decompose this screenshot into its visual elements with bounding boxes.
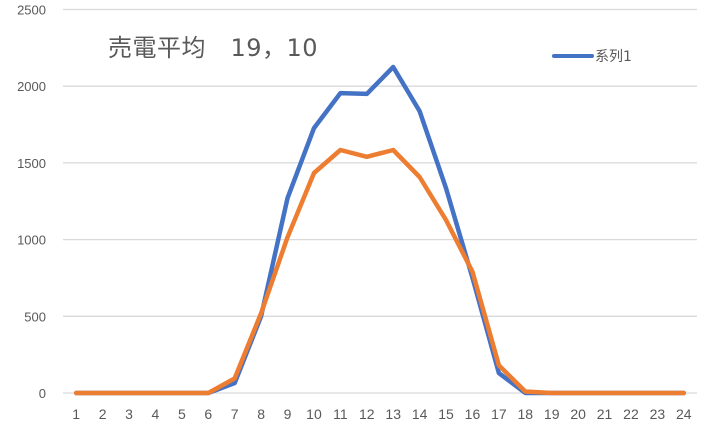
- x-tick-label: 20: [570, 406, 586, 422]
- x-tick-label: 1: [72, 406, 80, 422]
- x-tick-label: 23: [650, 406, 666, 422]
- x-tick-label: 5: [178, 406, 186, 422]
- legend-label-series-1: 系列1: [595, 49, 632, 65]
- y-tick-label: 2500: [17, 3, 46, 18]
- x-tick-label: 4: [152, 406, 160, 422]
- x-tick-label: 11: [333, 406, 348, 422]
- x-tick-label: 2: [99, 406, 107, 422]
- x-tick-label: 7: [231, 406, 239, 422]
- x-tick-label: 6: [204, 406, 212, 422]
- y-tick-label: 1000: [17, 233, 46, 248]
- x-tick-label: 13: [385, 406, 401, 422]
- x-tick-label: 19: [544, 406, 560, 422]
- x-tick-label: 10: [306, 406, 322, 422]
- x-tick-label: 22: [623, 406, 639, 422]
- y-tick-label: 500: [24, 309, 46, 324]
- y-tick-label: 0: [39, 386, 46, 401]
- x-tick-label: 3: [125, 406, 133, 422]
- legend: 系列1: [552, 46, 632, 66]
- series-line-2: [73, 147, 687, 396]
- x-tick-label: 17: [491, 406, 507, 422]
- series-lines: [73, 64, 687, 396]
- x-tick-label: 18: [518, 406, 534, 422]
- x-tick-label: 14: [412, 406, 428, 422]
- x-tick-label: 24: [676, 406, 692, 422]
- legend-swatch-series-1: [552, 54, 594, 58]
- y-tick-label: 2000: [17, 79, 46, 94]
- series-line-1: [73, 64, 687, 396]
- x-tick-label: 16: [465, 406, 481, 422]
- x-tick-label: 21: [597, 406, 613, 422]
- x-tick-label: 9: [284, 406, 292, 422]
- x-axis-tick-labels: 1 2 3 4 5 6 7 8 9 10 11 12 13 14 15 16 17 18 19 20 21 22 23 24: [72, 406, 691, 422]
- chart-title: 売電平均 19，10: [108, 34, 319, 62]
- x-tick-label: 8: [257, 406, 265, 422]
- x-tick-label: 12: [359, 406, 375, 422]
- x-tick-label: 15: [438, 406, 454, 422]
- y-axis-tick-labels: 0 500 1000 1500 2000 2500: [17, 3, 46, 402]
- gridlines: [63, 8, 697, 394]
- y-tick-label: 1500: [17, 156, 46, 171]
